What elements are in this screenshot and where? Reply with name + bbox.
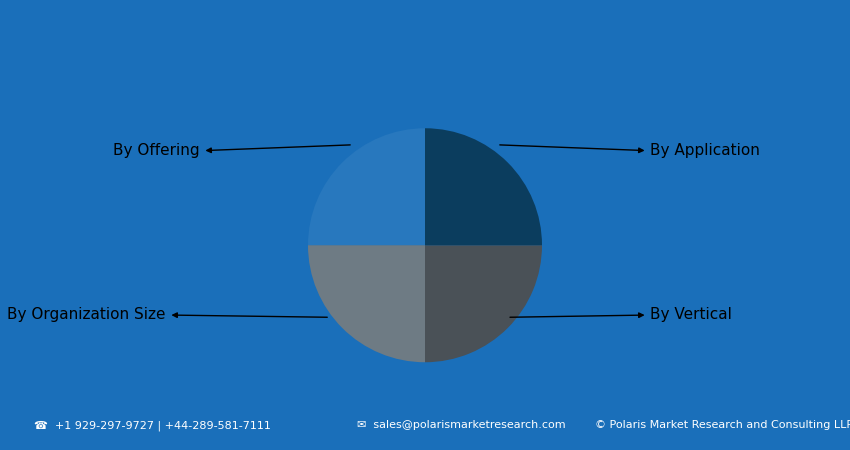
Text: By Offering: By Offering: [113, 143, 200, 158]
Text: Insolvency Software Market By Segmentation: Insolvency Software Market By Segmentati…: [121, 49, 729, 73]
Text: By Application: By Application: [650, 143, 760, 158]
Text: By Organization Size: By Organization Size: [8, 307, 166, 323]
Text: ☎  +1 929-297-9727 | +44-289-581-7111: ☎ +1 929-297-9727 | +44-289-581-7111: [34, 420, 271, 431]
Wedge shape: [308, 245, 425, 362]
Text: ✉  sales@polarismarketresearch.com: ✉ sales@polarismarketresearch.com: [357, 420, 565, 430]
Wedge shape: [425, 128, 542, 245]
Text: © Polaris Market Research and Consulting LLP: © Polaris Market Research and Consulting…: [595, 420, 850, 430]
Text: By Vertical: By Vertical: [650, 307, 732, 323]
Wedge shape: [425, 245, 542, 362]
Wedge shape: [308, 128, 425, 245]
